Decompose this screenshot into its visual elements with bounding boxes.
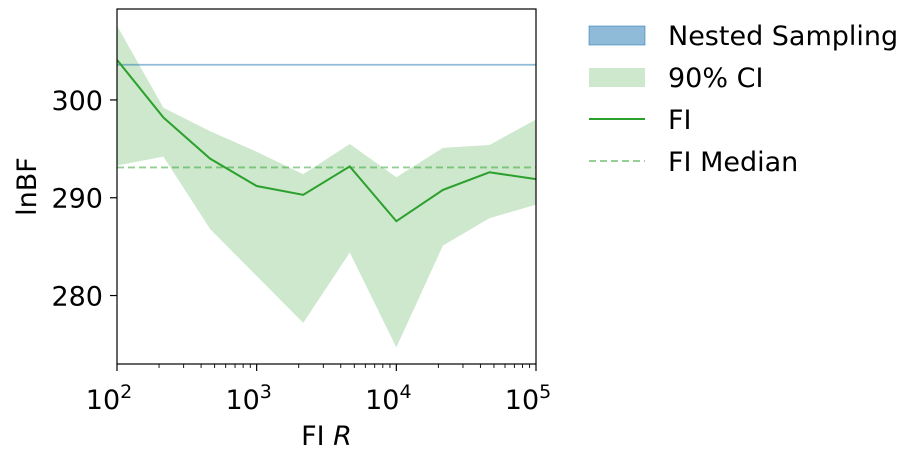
fi-line (117, 59, 536, 223)
legend-label: Nested Sampling (668, 21, 898, 52)
legend-item: Nested Sampling (588, 21, 898, 52)
legend-item: FI Median (589, 147, 798, 178)
legend-swatch (588, 25, 646, 46)
legend: Nested Sampling 90% CI FI FI Median (588, 21, 898, 178)
legend-item: FI (589, 105, 692, 136)
plot-marks (117, 25, 536, 348)
y-axis-label: lnBF (12, 157, 43, 216)
axes-frame (116, 8, 537, 365)
x-tick-label: 104 (365, 381, 411, 416)
x-tick-label: 105 (505, 381, 551, 416)
x-tick-label: 103 (225, 381, 271, 416)
axis-ticks: 280 290 300 102 103 104 105 (51, 86, 551, 416)
y-tick-label: 300 (51, 86, 103, 117)
x-tick-label: 102 (86, 381, 132, 416)
y-tick-label: 290 (51, 184, 103, 215)
legend-label: 90% CI (668, 63, 763, 94)
ci-band (117, 25, 536, 348)
legend-label: FI (668, 105, 692, 136)
y-tick-label: 280 (51, 282, 103, 313)
legend-label: FI Median (668, 147, 798, 178)
legend-swatch (589, 68, 645, 87)
legend-item: 90% CI (589, 63, 763, 94)
plot-area (117, 25, 536, 348)
x-axis-label: FI R (301, 421, 352, 452)
